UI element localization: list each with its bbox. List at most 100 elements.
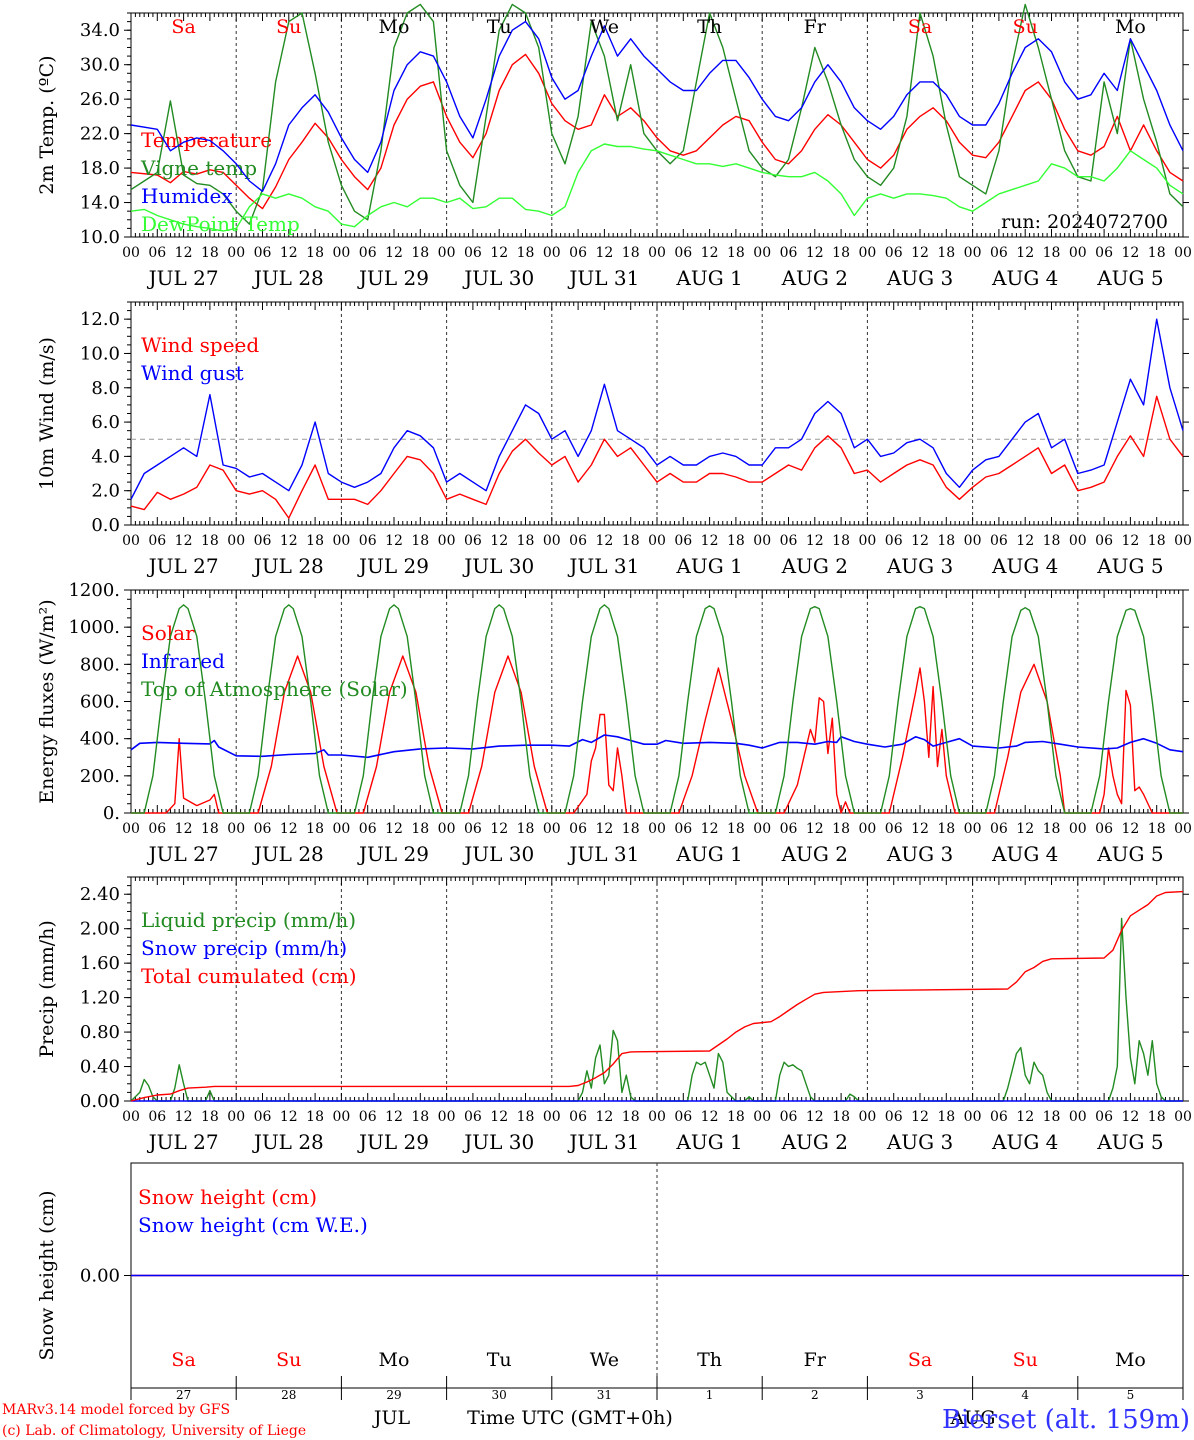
- hour-tick-label: 12: [701, 1109, 719, 1125]
- hour-tick-label: 18: [832, 1109, 850, 1125]
- hour-tick-label: 06: [885, 245, 903, 261]
- hour-tick-label: 12: [911, 533, 929, 549]
- weekday-label: Su: [276, 16, 301, 38]
- weekday-label: Mo: [379, 1349, 410, 1371]
- y-tick-label: 400.: [80, 729, 120, 750]
- hour-tick-label: 00: [227, 821, 245, 837]
- y-tick-label: 1200.: [68, 580, 120, 601]
- series-line-2: [130, 734, 1184, 759]
- date-label: JUL 30: [462, 266, 534, 290]
- hour-tick-label: 12: [701, 533, 719, 549]
- hour-tick-label: 06: [254, 821, 272, 837]
- date-label: JUL 31: [567, 842, 639, 866]
- hour-tick-label: 00: [1174, 821, 1192, 837]
- series-line-3: [131, 604, 1183, 814]
- hour-tick-label: 00: [858, 245, 876, 261]
- chart-panel-3: 00 06 12 18 00 06 12 18 00 06 12 18 00 06 12 18 00 06 12 18…: [36, 580, 1192, 866]
- hour-tick-label: 06: [254, 1109, 272, 1125]
- hour-tick-label: 18: [411, 821, 429, 837]
- date-label: AUG 2: [781, 842, 848, 866]
- date-label: JUL 27: [147, 554, 219, 578]
- hour-tick-label: 18: [1043, 821, 1061, 837]
- hour-tick-label: 00: [648, 1109, 666, 1125]
- date-label: JUL 28: [252, 1130, 324, 1154]
- weekday-label: Tu: [487, 16, 512, 38]
- hour-tick-label: 12: [595, 245, 613, 261]
- y-tick-label: 1.60: [80, 953, 120, 974]
- plot-frame: [130, 589, 1184, 814]
- date-number: 1: [706, 1388, 714, 1402]
- date-label: JUL 27: [147, 842, 219, 866]
- date-label: AUG 4: [991, 842, 1058, 866]
- hour-tick-label: 18: [1043, 245, 1061, 261]
- hour-tick-label: 12: [175, 533, 193, 549]
- credit-model: MARv3.14 model forced by GFS: [2, 1402, 230, 1418]
- hour-tick-label: 18: [517, 821, 535, 837]
- hour-tick-label: 06: [885, 821, 903, 837]
- date-label: JUL 27: [147, 1130, 219, 1154]
- y-tick-label: 2.00: [80, 919, 120, 940]
- hour-tick-label: 18: [937, 821, 955, 837]
- y-tick-label: 1000.: [68, 617, 120, 638]
- hour-tick-label: 18: [411, 533, 429, 549]
- hour-tick-label: 06: [1095, 1109, 1113, 1125]
- hour-tick-label: 12: [490, 1109, 508, 1125]
- hour-tick-label: 12: [701, 245, 719, 261]
- hour-tick-label: 06: [359, 533, 377, 549]
- hour-tick-label: 18: [937, 533, 955, 549]
- series-line-1: [131, 655, 1183, 814]
- y-tick-label: 4.0: [91, 446, 120, 467]
- hour-tick-label: 12: [806, 533, 824, 549]
- weekday-label: Th: [697, 1349, 722, 1371]
- hour-tick-label: 00: [438, 245, 456, 261]
- y-tick-label: 0.80: [80, 1022, 120, 1043]
- y-tick-label: 10.0: [80, 227, 120, 248]
- hour-tick-label: 00: [438, 821, 456, 837]
- hour-tick-label: 00: [753, 533, 771, 549]
- hour-tick-label: 18: [306, 533, 324, 549]
- legend-entry: Snow height (cm): [138, 1185, 317, 1209]
- hour-tick-label: 00: [227, 533, 245, 549]
- hour-tick-label: 18: [201, 533, 219, 549]
- date-label: AUG 3: [886, 1130, 953, 1154]
- date-number: 5: [1127, 1388, 1135, 1402]
- weekday-label: Fr: [804, 16, 827, 38]
- weekday-label: Sa: [171, 1349, 195, 1371]
- legend-entry: Infrared: [141, 649, 225, 673]
- hour-tick-label: 00: [648, 821, 666, 837]
- hour-tick-label: 06: [254, 245, 272, 261]
- hour-tick-label: 18: [201, 1109, 219, 1125]
- hour-tick-label: 12: [595, 533, 613, 549]
- date-label: JUL 29: [357, 842, 429, 866]
- hour-tick-label: 06: [674, 245, 692, 261]
- hour-tick-label: 06: [148, 533, 166, 549]
- weekday-label: Mo: [1115, 16, 1146, 38]
- hour-tick-label: 00: [753, 245, 771, 261]
- hour-tick-label: 00: [122, 821, 140, 837]
- date-label: JUL 28: [252, 842, 324, 866]
- hour-tick-label: 12: [911, 245, 929, 261]
- y-tick-label: 0.0: [91, 515, 120, 536]
- date-label: JUL 28: [252, 266, 324, 290]
- hour-tick-label: 00: [122, 1109, 140, 1125]
- hour-tick-label: 12: [280, 245, 298, 261]
- hour-tick-label: 00: [543, 821, 561, 837]
- weekday-label: Fr: [804, 1349, 827, 1371]
- hour-tick-label: 06: [1095, 821, 1113, 837]
- series-line-1: [130, 53, 1184, 210]
- y-tick-label: 600.: [80, 692, 120, 713]
- hour-tick-label: 06: [780, 533, 798, 549]
- hour-tick-label: 18: [937, 1109, 955, 1125]
- hour-tick-label: 18: [306, 821, 324, 837]
- hour-tick-label: 00: [858, 1109, 876, 1125]
- hour-tick-label: 12: [175, 1109, 193, 1125]
- hour-tick-label: 18: [306, 1109, 324, 1125]
- hour-tick-label: 12: [490, 821, 508, 837]
- hour-tick-label: 06: [674, 1109, 692, 1125]
- y-axis-title: Precip (mm/h): [36, 920, 58, 1058]
- hour-tick-label: 12: [490, 245, 508, 261]
- y-tick-label: 1.20: [80, 988, 120, 1009]
- hour-tick-label: 18: [727, 533, 745, 549]
- hour-tick-label: 12: [1121, 1109, 1139, 1125]
- hour-tick-label: 12: [595, 1109, 613, 1125]
